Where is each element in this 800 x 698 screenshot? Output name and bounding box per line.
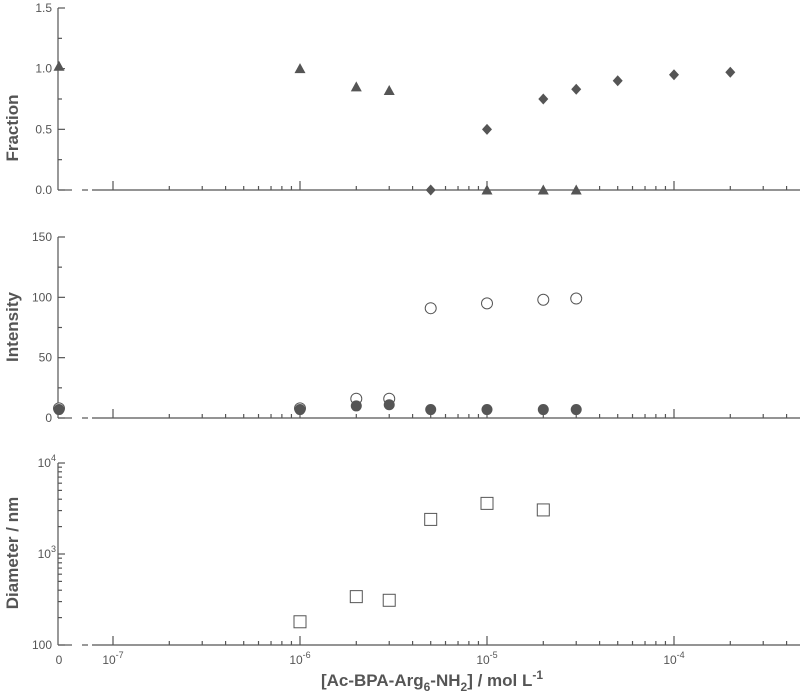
y-tick-label: 103 <box>38 544 56 561</box>
data-point-circle-open <box>424 302 437 315</box>
data-point-triangle-filled <box>570 184 582 195</box>
data-point-diamond-filled <box>538 93 549 105</box>
x-tick-label: 10-4 <box>663 650 684 667</box>
data-point-circle-filled <box>53 404 65 416</box>
data-point-circle-filled <box>383 399 395 411</box>
y-tick-label: 0.5 <box>35 122 52 136</box>
data-point-triangle-filled <box>53 60 65 71</box>
data-point-square-open <box>382 593 396 607</box>
y-tick-label: 150 <box>32 230 52 244</box>
data-point-triangle-filled <box>383 85 395 96</box>
y-axis-title-intensity: Intensity <box>3 292 22 362</box>
data-point-diamond-filled <box>612 75 623 87</box>
x-axis-title: [Ac-BPA-Arg6-NH2] / mol L-1 <box>321 668 543 694</box>
y-tick-label: 100 <box>32 290 52 304</box>
labels-layer: Fraction Intensity Diameter / nm [Ac-BPA… <box>3 1 685 694</box>
data-point-square-open <box>424 512 438 526</box>
data-point-triangle-filled <box>350 81 362 92</box>
y-tick-label: 0 <box>45 411 52 425</box>
data-point-circle-filled <box>350 400 362 412</box>
y-tick-label: 50 <box>39 351 53 365</box>
data-point-square-open <box>293 615 307 629</box>
data-point-circle-filled <box>481 404 493 416</box>
data-point-circle-filled <box>570 404 582 416</box>
data-point-diamond-filled <box>425 184 436 196</box>
data-point-circle-open <box>537 293 550 306</box>
data-point-triangle-filled <box>481 184 493 195</box>
x-tick-label: 10-6 <box>289 650 310 667</box>
data-point-triangle-filled <box>537 184 549 195</box>
data-point-circle-filled <box>537 404 549 416</box>
data-point-square-open <box>480 496 494 510</box>
x-tick-label: 10-7 <box>102 650 123 667</box>
data-point-square-open <box>349 590 363 604</box>
data-point-diamond-filled <box>725 66 736 78</box>
x-tick-label: 0 <box>56 653 63 667</box>
data-point-diamond-filled <box>669 69 679 81</box>
data-point-circle-filled <box>425 404 437 416</box>
data-point-square-open <box>536 503 550 517</box>
marks-layer <box>53 60 736 629</box>
data-point-circle-open <box>481 297 493 310</box>
y-tick-label: 1.0 <box>35 62 52 76</box>
y-axis-title-fraction: Fraction <box>3 94 22 161</box>
data-point-triangle-filled <box>294 63 306 74</box>
data-point-diamond-filled <box>482 123 492 135</box>
y-tick-label: 104 <box>38 453 56 470</box>
x-tick-label: 10-5 <box>476 650 497 667</box>
y-axis-title-diameter: Diameter / nm <box>3 497 22 609</box>
y-tick-label: 100 <box>32 638 52 652</box>
data-point-circle-filled <box>294 404 306 416</box>
data-point-diamond-filled <box>571 83 582 95</box>
y-tick-label: 0.0 <box>35 183 52 197</box>
axes-layer <box>57 7 800 646</box>
y-tick-label: 1.5 <box>35 1 52 15</box>
data-point-circle-open <box>570 292 583 305</box>
